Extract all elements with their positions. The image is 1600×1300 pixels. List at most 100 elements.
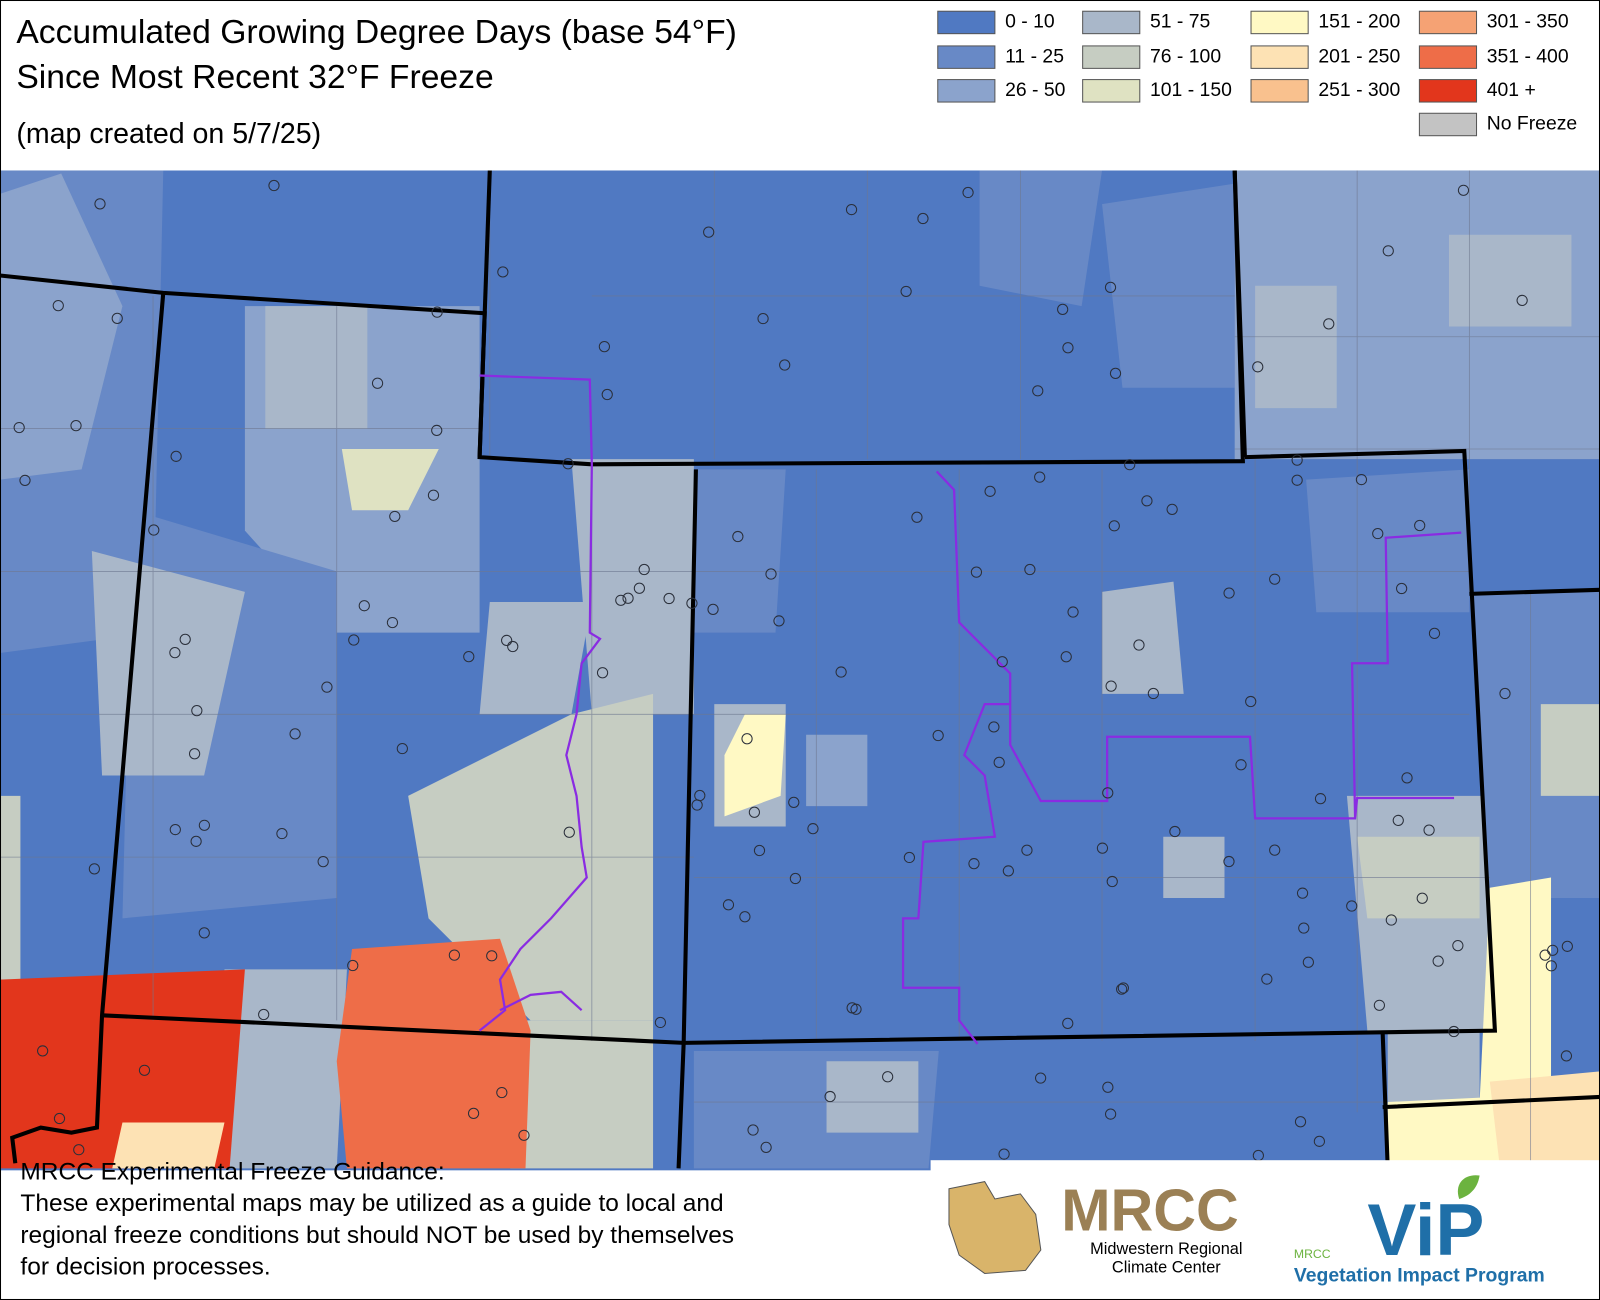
station xyxy=(563,826,575,838)
legend-label: 11 - 25 xyxy=(1005,45,1064,67)
station xyxy=(1355,473,1368,486)
county-grid xyxy=(0,170,1600,1169)
station xyxy=(389,510,401,523)
station xyxy=(1294,1116,1307,1128)
legend-label: 0 - 10 xyxy=(1005,11,1055,33)
vip-small: MRCC xyxy=(1294,1247,1331,1261)
zone xyxy=(1306,469,1470,613)
station xyxy=(73,1144,85,1156)
station xyxy=(321,681,333,693)
station xyxy=(1062,1017,1074,1029)
mrcc-line: Midwestern Regional xyxy=(1090,1240,1242,1258)
legend-label: 151 - 200 xyxy=(1318,11,1400,33)
station xyxy=(190,835,202,847)
station xyxy=(170,450,182,462)
station xyxy=(882,1071,894,1083)
region-boundary xyxy=(901,702,1011,1045)
legend: 0 - 10 11 - 25 26 - 50 51 - 75 76 - 100 101 -… xyxy=(937,10,1577,137)
station xyxy=(1373,999,1386,1011)
station xyxy=(501,634,513,647)
station xyxy=(179,633,191,645)
station xyxy=(1223,855,1235,868)
station xyxy=(900,285,912,298)
station xyxy=(1414,519,1426,532)
station xyxy=(703,226,715,238)
station xyxy=(1034,1072,1047,1084)
station xyxy=(191,705,203,717)
station xyxy=(431,424,443,437)
station xyxy=(835,666,847,678)
station xyxy=(638,563,650,576)
station xyxy=(765,568,777,580)
disclaimer-heading: MRCC Experimental Freeze Guidance: xyxy=(20,1159,444,1186)
zone xyxy=(91,551,245,776)
station xyxy=(845,203,858,216)
station xyxy=(686,597,698,609)
station xyxy=(198,819,211,831)
station xyxy=(753,844,766,857)
station xyxy=(747,1124,759,1136)
zone xyxy=(1255,285,1337,409)
station xyxy=(722,899,735,911)
zone xyxy=(510,1020,654,1169)
vip-name: ViP xyxy=(1367,1188,1484,1271)
station xyxy=(598,341,610,353)
map xyxy=(0,170,1600,1171)
station xyxy=(757,312,769,325)
legend-swatch xyxy=(937,79,996,103)
station xyxy=(1032,385,1044,397)
legend-label: 351 - 400 xyxy=(1487,45,1569,67)
legend-label: 101 - 150 xyxy=(1150,79,1232,101)
station xyxy=(497,266,509,278)
state-border xyxy=(477,170,492,458)
station xyxy=(996,656,1008,668)
station xyxy=(739,911,751,923)
legend-swatch xyxy=(937,10,996,35)
disclaimer-line: regional freeze conditions but should NO… xyxy=(20,1222,734,1249)
station xyxy=(148,524,160,536)
station xyxy=(1102,787,1114,799)
legend-swatch xyxy=(1082,79,1141,103)
station xyxy=(1396,582,1408,595)
zone xyxy=(693,469,786,633)
logo-box xyxy=(930,1160,1600,1300)
disclaimer-line: These experimental maps may be utilized … xyxy=(20,1190,723,1217)
zone xyxy=(571,459,694,715)
station xyxy=(1269,844,1281,856)
station xyxy=(1223,587,1235,599)
station xyxy=(1166,503,1178,516)
station xyxy=(1392,814,1404,827)
station xyxy=(789,872,802,885)
legend-swatch xyxy=(1418,79,1478,103)
station xyxy=(518,1129,530,1141)
vip-logo: ViP MRCC Vegetation Impact Program xyxy=(1294,1175,1545,1287)
mrcc-logo: MRCC Midwestern Regional Climate Center xyxy=(948,1177,1242,1276)
station xyxy=(396,742,408,755)
region-boundary xyxy=(478,374,602,1032)
station xyxy=(748,806,760,818)
station xyxy=(19,474,31,487)
zone xyxy=(112,1122,225,1169)
legend-label: 251 - 300 xyxy=(1318,79,1400,101)
station xyxy=(1314,793,1327,805)
station xyxy=(917,212,929,225)
station xyxy=(903,851,916,864)
zone xyxy=(1489,1071,1600,1169)
region-boundary xyxy=(935,470,1462,820)
zone xyxy=(1102,183,1235,388)
station xyxy=(663,592,675,605)
station xyxy=(1034,471,1046,483)
station xyxy=(348,634,360,646)
station xyxy=(1448,1025,1460,1038)
zone xyxy=(1163,836,1225,898)
zone xyxy=(826,1061,919,1133)
legend-label: 401 + xyxy=(1487,79,1536,101)
station xyxy=(463,651,475,663)
state-border xyxy=(101,448,1498,1045)
station xyxy=(1428,627,1441,639)
station xyxy=(850,1003,862,1015)
station xyxy=(347,959,359,972)
legend-swatch xyxy=(1418,45,1478,69)
station xyxy=(1024,563,1036,576)
station xyxy=(911,511,923,523)
